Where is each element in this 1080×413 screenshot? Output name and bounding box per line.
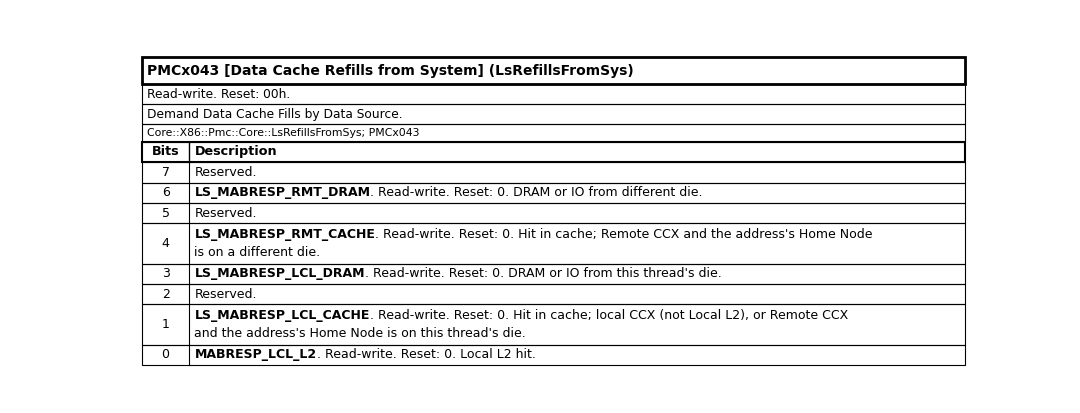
Text: 0: 0 xyxy=(162,348,170,361)
Text: Reserved.: Reserved. xyxy=(194,288,257,301)
Text: . Read-write. Reset: 0. DRAM or IO from different die.: . Read-write. Reset: 0. DRAM or IO from … xyxy=(370,186,703,199)
Text: 7: 7 xyxy=(162,166,170,179)
Text: LS_MABRESP_RMT_DRAM: LS_MABRESP_RMT_DRAM xyxy=(194,186,370,199)
Text: Demand Data Cache Fills by Data Source.: Demand Data Cache Fills by Data Source. xyxy=(147,108,403,121)
Bar xyxy=(141,162,966,183)
Text: Read-write. Reset: 00h.: Read-write. Reset: 00h. xyxy=(147,88,289,101)
Text: . Read-write. Reset: 0. Hit in cache; Remote CCX and the address's Home Node: . Read-write. Reset: 0. Hit in cache; Re… xyxy=(376,228,873,241)
Text: 4: 4 xyxy=(162,237,170,250)
Bar xyxy=(141,223,966,263)
Text: Bits: Bits xyxy=(152,145,179,159)
Bar xyxy=(141,85,966,104)
Text: Core::X86::Pmc::Core::LsRefillsFromSys; PMCx043: Core::X86::Pmc::Core::LsRefillsFromSys; … xyxy=(147,128,419,138)
Text: . Read-write. Reset: 0. DRAM or IO from this thread's die.: . Read-write. Reset: 0. DRAM or IO from … xyxy=(365,267,721,280)
Text: is on a different die.: is on a different die. xyxy=(194,246,321,259)
Bar xyxy=(141,183,966,203)
Text: PMCx043 [Data Cache Refills from System] (LsRefillsFromSys): PMCx043 [Data Cache Refills from System]… xyxy=(147,64,634,78)
Text: 2: 2 xyxy=(162,288,170,301)
Bar xyxy=(141,124,966,142)
Text: 5: 5 xyxy=(162,206,170,220)
Bar xyxy=(141,104,966,124)
Text: 1: 1 xyxy=(162,318,170,331)
Bar xyxy=(141,284,966,304)
Bar xyxy=(141,263,966,284)
Text: Reserved.: Reserved. xyxy=(194,166,257,179)
Bar xyxy=(141,344,966,365)
Text: 6: 6 xyxy=(162,186,170,199)
Bar xyxy=(141,304,966,344)
Text: Description: Description xyxy=(194,145,278,159)
Text: LS_MABRESP_RMT_CACHE: LS_MABRESP_RMT_CACHE xyxy=(194,228,376,241)
Bar xyxy=(141,203,966,223)
Bar xyxy=(141,57,966,85)
Text: Reserved.: Reserved. xyxy=(194,206,257,220)
Text: . Read-write. Reset: 0. Local L2 hit.: . Read-write. Reset: 0. Local L2 hit. xyxy=(316,348,536,361)
Text: LS_MABRESP_LCL_CACHE: LS_MABRESP_LCL_CACHE xyxy=(194,309,369,322)
Text: LS_MABRESP_LCL_DRAM: LS_MABRESP_LCL_DRAM xyxy=(194,267,365,280)
Text: MABRESP_LCL_L2: MABRESP_LCL_L2 xyxy=(194,348,316,361)
Bar xyxy=(141,142,966,162)
Text: 3: 3 xyxy=(162,267,170,280)
Text: and the address's Home Node is on this thread's die.: and the address's Home Node is on this t… xyxy=(194,327,526,340)
Text: . Read-write. Reset: 0. Hit in cache; local CCX (not Local L2), or Remote CCX: . Read-write. Reset: 0. Hit in cache; lo… xyxy=(369,309,848,322)
